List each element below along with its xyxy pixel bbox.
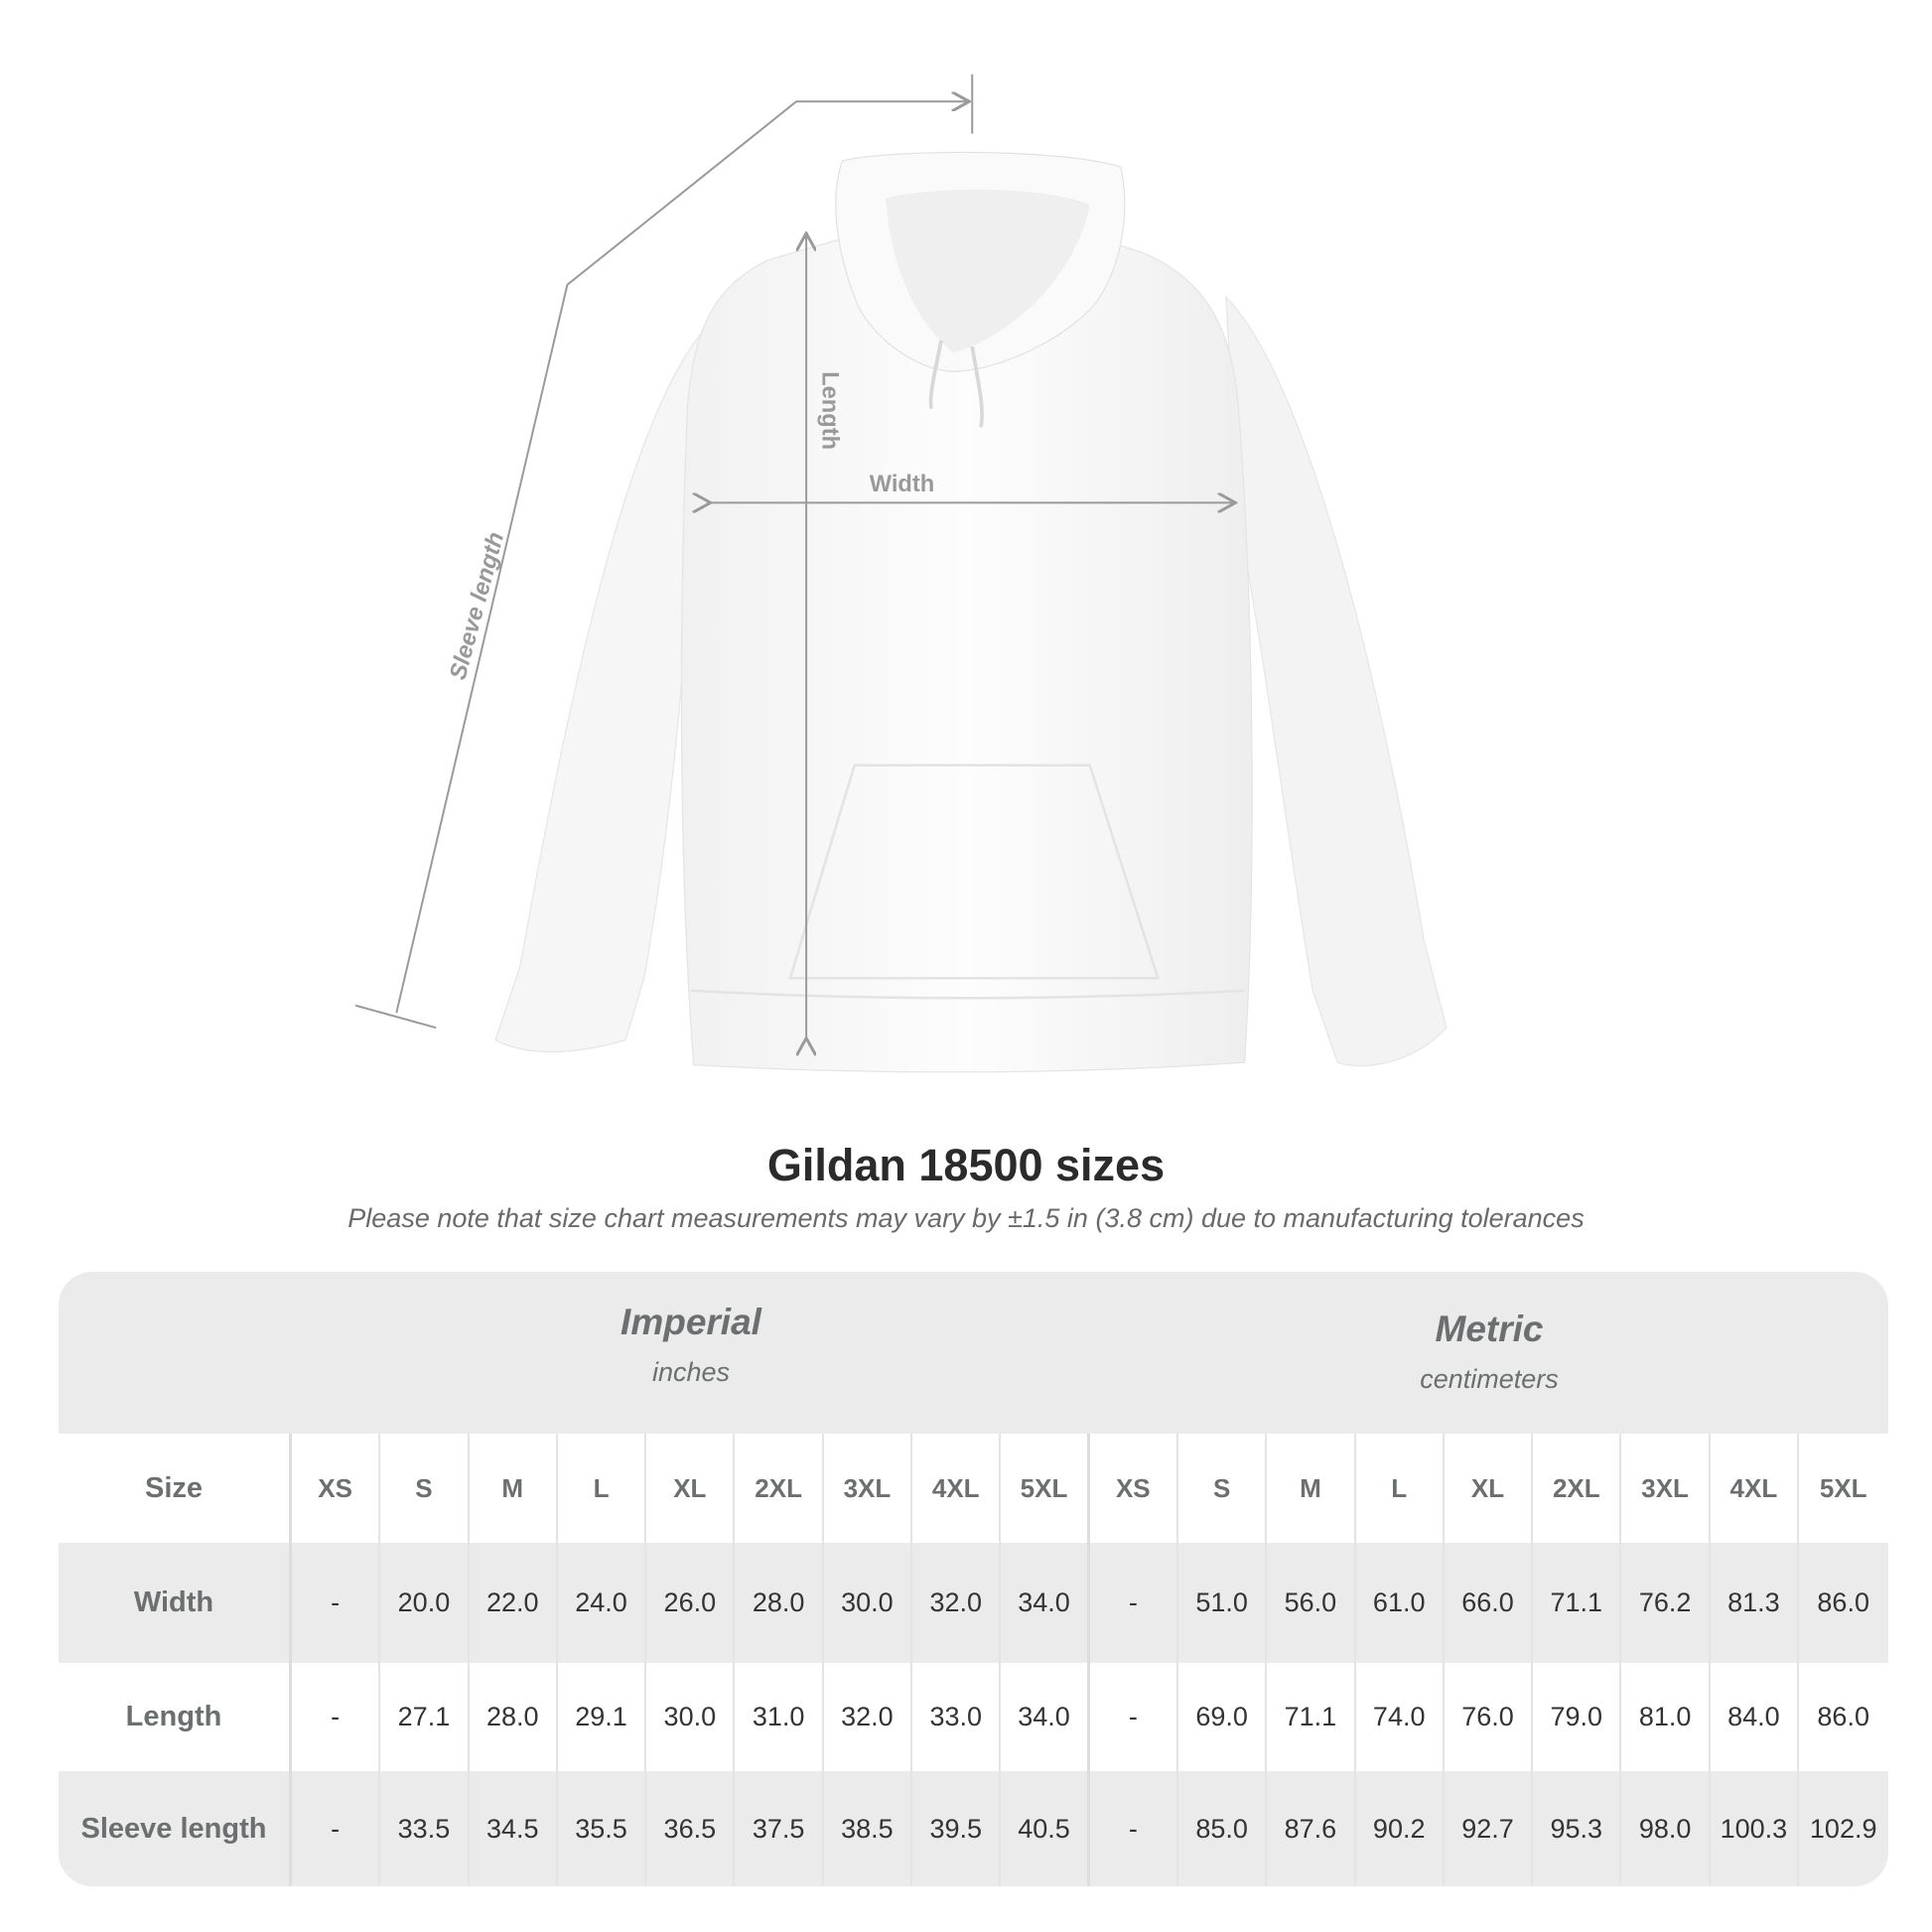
- tolerance-note: Please note that size chart measurements…: [347, 1203, 1585, 1233]
- table-cell-metric: 87.6: [1267, 1771, 1356, 1886]
- table-cell-imperial: 20.0: [380, 1543, 470, 1663]
- table-cell-imperial: -: [292, 1771, 381, 1886]
- table-cell-imperial: 30.0: [646, 1663, 736, 1771]
- size-header-metric-s: S: [1178, 1434, 1268, 1543]
- table-cell-metric: 98.0: [1621, 1771, 1711, 1886]
- table-cell-metric: 86.0: [1817, 1702, 1869, 1731]
- table-row: Width -20.0 22.0 24.0 26.0 28.0 30.0 32.0 34.0-5…: [59, 1543, 1888, 1663]
- table-cell-imperial: 28.0: [470, 1663, 558, 1771]
- table-cell-imperial: 35.5: [558, 1771, 647, 1886]
- row-label: Width: [59, 1543, 292, 1663]
- length-label: Length: [816, 371, 842, 450]
- table-cell-imperial: 30.0: [824, 1543, 913, 1663]
- width-label: Width: [870, 472, 935, 497]
- size-header-metric-m: M: [1267, 1434, 1356, 1543]
- table-cell-metric: 81.0: [1621, 1663, 1711, 1771]
- table-cell-metric: 102.9: [1809, 1813, 1877, 1844]
- table-cell-metric: 95.3: [1533, 1771, 1622, 1886]
- table-cell-metric: 79.0: [1533, 1663, 1622, 1771]
- table-cell-imperial: 29.1: [558, 1663, 647, 1771]
- size-header-imperial-2xl: 2XL: [735, 1434, 824, 1543]
- table-cell-metric: -: [1090, 1543, 1178, 1663]
- table-cell-metric: 61.0: [1356, 1543, 1445, 1663]
- imperial-unit: inches: [651, 1357, 731, 1387]
- table-cell-metric: 76.2: [1621, 1543, 1711, 1663]
- table-cell-imperial: 34.5: [470, 1771, 558, 1886]
- table-cell-imperial: 39.5: [912, 1771, 1002, 1886]
- table-cell-metric: 85.0: [1178, 1771, 1268, 1886]
- table-cell-imperial: 28.0: [735, 1543, 824, 1663]
- table-cell-imperial: -: [292, 1543, 381, 1663]
- metric-unit: centimeters: [1420, 1364, 1559, 1394]
- size-table: Imperial inches Metric centimeters Size …: [59, 1272, 1888, 1886]
- table-cell-metric: 86.0: [1817, 1587, 1869, 1617]
- table-cell-metric: 74.0: [1356, 1663, 1445, 1771]
- size-header-imperial-l: L: [558, 1434, 647, 1543]
- table-cell-imperial: 27.1: [380, 1663, 470, 1771]
- sleeve-measure-line: [395, 101, 967, 1014]
- table-cell-imperial: 32.0: [824, 1663, 913, 1771]
- table-cell-imperial: 34.0: [1001, 1663, 1090, 1771]
- size-header-imperial-m: M: [470, 1434, 558, 1543]
- size-header-imperial-xl: XL: [646, 1434, 736, 1543]
- size-header-imperial-3xl: 3XL: [824, 1434, 913, 1543]
- table-cell-metric: 71.1: [1267, 1663, 1356, 1771]
- table-cell-metric: -: [1090, 1663, 1178, 1771]
- metric-header: Metric centimeters: [1090, 1309, 1888, 1395]
- row-label: Sleeve length: [59, 1771, 292, 1886]
- size-header-metric-l: L: [1356, 1434, 1445, 1543]
- table-cell-imperial: 34.0: [1001, 1543, 1090, 1663]
- table-cell-imperial: 32.0: [912, 1543, 1002, 1663]
- table-cell-imperial: 37.5: [735, 1771, 824, 1886]
- table-cell-imperial: -: [292, 1663, 381, 1771]
- size-header-imperial-xs: XS: [292, 1434, 381, 1543]
- table-cell-metric: 100.3: [1711, 1771, 1800, 1886]
- size-header-metric-5xl: 5XL: [1819, 1472, 1867, 1503]
- table-cell-metric: 84.0: [1711, 1663, 1800, 1771]
- size-header-row: Size XS S M L XL 2XL 3XL 4XL 5XL XS S M L XL 2XL 3XL 4XL…: [59, 1434, 1888, 1543]
- table-cell-imperial: 22.0: [470, 1543, 558, 1663]
- page-title: Gildan 18500 sizes: [766, 1140, 1166, 1190]
- table-row: Sleeve length -33.5 34.5 35.5 36.5 37.5 38.5 39…: [59, 1771, 1888, 1886]
- size-header-metric-2xl: 2XL: [1533, 1434, 1622, 1543]
- table-cell-metric: 56.0: [1267, 1543, 1356, 1663]
- table-cell-imperial: 33.5: [380, 1771, 470, 1886]
- size-header-metric-xs: XS: [1090, 1434, 1178, 1543]
- sleeve-length-label: Sleeve length: [446, 529, 510, 682]
- unit-header-band: [59, 1272, 1888, 1434]
- metric-title: Metric: [1435, 1309, 1544, 1349]
- size-header-metric-3xl: 3XL: [1621, 1434, 1711, 1543]
- table-cell-imperial: 26.0: [646, 1543, 736, 1663]
- table-cell-metric: 90.2: [1356, 1771, 1445, 1886]
- size-header-metric-4xl: 4XL: [1711, 1434, 1800, 1543]
- table-cell-imperial: 36.5: [646, 1771, 736, 1886]
- table-cell-imperial: 38.5: [824, 1771, 913, 1886]
- imperial-header: Imperial inches: [292, 1302, 1090, 1388]
- size-label: Size: [59, 1434, 292, 1543]
- size-header-imperial-s: S: [380, 1434, 470, 1543]
- table-cell-metric: 66.0: [1445, 1543, 1534, 1663]
- size-header-imperial-5xl: 5XL: [1001, 1434, 1090, 1543]
- table-cell-metric: -: [1090, 1771, 1178, 1886]
- hoodie-measurement-diagram: Length Width Sleeve length: [354, 73, 1448, 1073]
- size-header-metric-xl: XL: [1445, 1434, 1534, 1543]
- table-cell-imperial: 33.0: [912, 1663, 1002, 1771]
- row-label: Length: [59, 1663, 292, 1771]
- table-cell-imperial: 24.0: [558, 1543, 647, 1663]
- table-cell-imperial: 31.0: [735, 1663, 824, 1771]
- table-cell-metric: 69.0: [1178, 1663, 1268, 1771]
- table-row: Length -27.1 28.0 29.1 30.0 31.0 32.0 33.0 34.0-…: [59, 1663, 1888, 1771]
- hoodie-image: [494, 151, 1448, 1073]
- table-cell-metric: 51.0: [1178, 1543, 1268, 1663]
- table-cell-metric: 92.7: [1445, 1771, 1534, 1886]
- table-cell-metric: 71.1: [1533, 1543, 1622, 1663]
- table-cell-metric: 81.3: [1711, 1543, 1800, 1663]
- table-cell-metric: 76.0: [1445, 1663, 1534, 1771]
- imperial-title: Imperial: [621, 1302, 761, 1342]
- table-cell-imperial: 40.5: [1001, 1771, 1090, 1886]
- size-header-imperial-4xl: 4XL: [912, 1434, 1002, 1543]
